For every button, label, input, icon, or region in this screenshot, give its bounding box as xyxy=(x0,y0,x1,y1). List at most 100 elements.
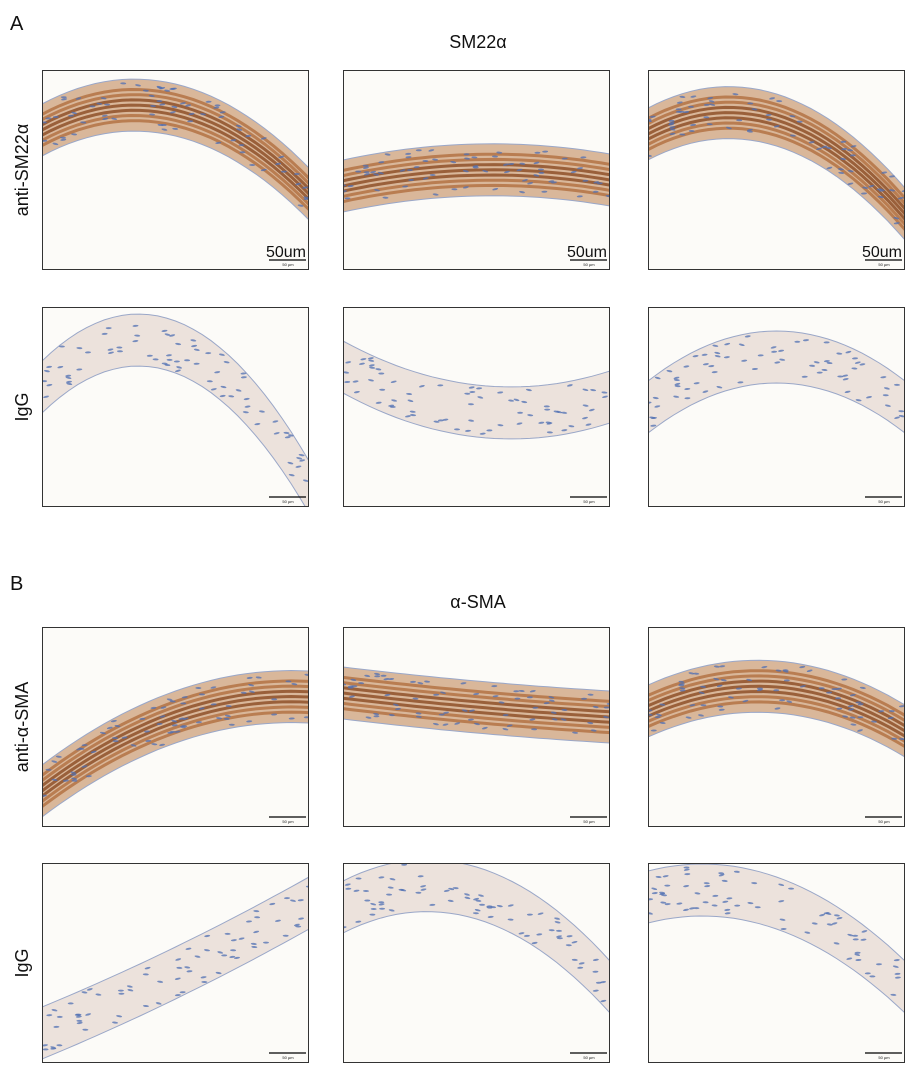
nucleus xyxy=(891,737,898,740)
nucleus xyxy=(893,959,900,962)
nucleus xyxy=(240,376,247,379)
nucleus xyxy=(200,976,207,979)
nucleus xyxy=(724,342,731,346)
nucleus xyxy=(254,916,261,919)
nucleus xyxy=(684,397,691,400)
tissue xyxy=(343,666,610,744)
nucleus xyxy=(156,85,163,89)
nucleus xyxy=(377,171,384,175)
nucleus xyxy=(850,145,857,148)
nucleus xyxy=(406,392,413,396)
nucleus xyxy=(605,195,610,198)
scale-bar-label: 50 µm xyxy=(878,499,890,504)
row-label: anti-α-SMA xyxy=(12,682,32,772)
nucleus xyxy=(723,356,730,359)
nucleus xyxy=(161,329,168,332)
nucleus xyxy=(420,888,427,891)
nucleus xyxy=(85,775,92,778)
nucleus xyxy=(345,887,352,890)
nucleus xyxy=(592,958,599,961)
nucleus xyxy=(651,892,658,895)
nucleus xyxy=(571,958,578,961)
nucleus xyxy=(370,170,377,174)
nucleus xyxy=(254,423,261,426)
nucleus xyxy=(546,422,553,425)
nucleus xyxy=(142,89,149,92)
nucleus xyxy=(709,103,716,106)
nucleus xyxy=(451,188,458,191)
nucleus xyxy=(410,414,417,417)
nucleus xyxy=(224,714,231,718)
nucleus xyxy=(81,765,88,768)
nucleus xyxy=(898,414,905,418)
nucleus xyxy=(766,118,773,121)
nucleus xyxy=(405,152,412,155)
nucleus xyxy=(852,357,858,360)
nucleus xyxy=(529,718,536,721)
nucleus xyxy=(75,1015,82,1018)
nucleus xyxy=(240,691,247,694)
nucleus xyxy=(751,367,758,371)
nucleus xyxy=(61,98,68,101)
nucleus xyxy=(290,899,296,902)
nucleus xyxy=(432,158,439,161)
nucleus xyxy=(406,169,413,172)
nucleus xyxy=(102,117,109,121)
nucleus xyxy=(543,702,550,705)
nucleus xyxy=(85,1013,92,1016)
nucleus xyxy=(779,918,786,921)
nucleus xyxy=(492,187,499,191)
nucleus xyxy=(526,913,533,916)
nucleus xyxy=(244,405,251,408)
nucleus xyxy=(862,186,869,189)
nucleus xyxy=(405,415,411,418)
nucleus xyxy=(287,434,294,437)
tissue xyxy=(648,863,905,1014)
nucleus xyxy=(295,465,302,468)
nucleus xyxy=(46,1014,53,1017)
nucleus xyxy=(135,84,141,87)
nucleus xyxy=(884,404,891,407)
nucleus xyxy=(592,970,599,973)
nucleus xyxy=(206,380,213,383)
nucleus xyxy=(296,457,303,460)
nucleus xyxy=(251,945,258,949)
nucleus xyxy=(166,358,173,361)
nucleus xyxy=(849,716,856,719)
nucleus xyxy=(55,755,62,758)
nucleus xyxy=(210,388,217,391)
nucleus xyxy=(556,937,563,940)
nucleus xyxy=(148,94,155,97)
nucleus xyxy=(46,365,53,368)
nucleus xyxy=(172,127,179,130)
nucleus xyxy=(291,683,298,686)
nucleus xyxy=(106,726,113,730)
stain-fiber xyxy=(648,121,905,226)
nucleus xyxy=(380,674,387,677)
nucleus xyxy=(492,695,499,698)
nucleus xyxy=(388,909,395,912)
nucleus xyxy=(497,391,504,394)
nucleus xyxy=(240,372,247,375)
nucleus xyxy=(343,371,350,374)
nucleus xyxy=(577,167,584,170)
nucleus xyxy=(507,918,514,921)
nucleus xyxy=(185,104,192,107)
panel-title: α-SMA xyxy=(450,592,505,612)
nucleus xyxy=(848,708,855,711)
nucleus xyxy=(66,382,73,386)
scale-bar-label: 50 µm xyxy=(878,819,890,824)
nucleus xyxy=(825,146,832,150)
nucleus xyxy=(71,133,78,136)
nucleus xyxy=(869,975,876,978)
nucleus xyxy=(116,346,123,349)
nucleus xyxy=(353,390,360,394)
nucleus xyxy=(65,376,72,379)
nucleus xyxy=(194,955,201,958)
nucleus xyxy=(654,376,661,380)
nucleus xyxy=(692,355,699,358)
nucleus xyxy=(779,358,786,361)
nucleus xyxy=(43,395,50,399)
nucleus xyxy=(224,932,231,935)
nucleus xyxy=(852,938,859,941)
